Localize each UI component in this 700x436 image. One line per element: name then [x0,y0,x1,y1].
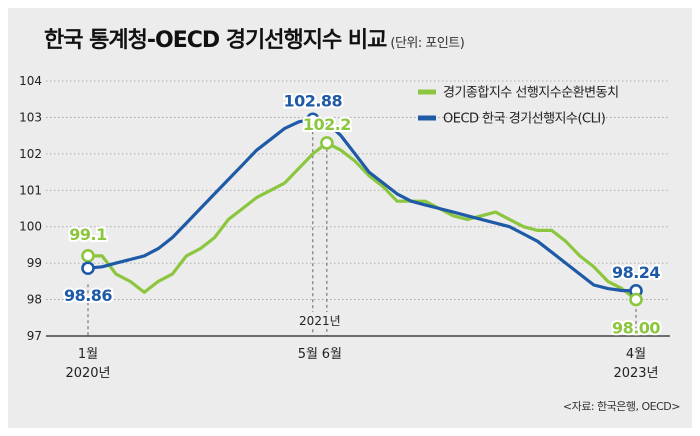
data-label: 99.1 [69,225,107,244]
reference-year-label: 2021년 [299,314,341,328]
annotation-marker [629,292,643,307]
chart-panel [8,8,692,428]
y-tick-label: 97 [27,329,42,343]
y-axis-ticks: 97 98 99 100 101 102 103 104 [19,74,42,343]
x-tick-label: 1월 [78,347,98,362]
y-tick-label: 99 [27,256,42,270]
series-lines [86,117,638,302]
y-tick-label: 101 [19,183,42,197]
data-label: 98.24 [612,263,660,282]
annotation-marker [81,261,95,276]
y-tick-label: 100 [19,220,42,234]
legend: 경기종합지수 선행지수순환변동치 OECD 한국 경기선행지수(CLI) [418,85,619,127]
data-label: 98.86 [64,286,112,305]
x-tick-label: 2023년 [613,366,658,381]
data-label: 98.00 [612,319,660,338]
data-label: 102.2 [303,115,351,134]
gridlines [46,80,670,337]
unit-note: (단위: 포인트) [390,36,465,51]
y-tick-label: 104 [19,74,42,88]
chart-title: 한국 통계청-OECD 경기선행지수 비교 [44,28,387,53]
y-tick-label: 98 [27,293,42,307]
x-tick-label: 5월 [298,347,318,362]
y-tick-label: 103 [19,110,42,124]
legend-label: 경기종합지수 선행지수순환변동치 [443,85,619,101]
annotation-labels: 99.1 98.86 102.88 102.2 98.24 98.00 [62,89,663,339]
x-axis-ticks: 1월 2020년 5월 6월 4월 2023년 [65,347,658,381]
y-tick-label: 102 [19,147,42,161]
annotation-markers [81,112,643,307]
reference-label-bg [297,312,342,329]
annotation-marker [306,112,320,127]
kostat-series-line [86,141,638,302]
data-label: 102.88 [283,91,342,110]
x-tick-label: 6월 [322,347,342,362]
title-row: 한국 통계청-OECD 경기선행지수 비교 (단위: 포인트) [44,22,465,54]
x-tick-label: 4월 [626,347,646,362]
annotation-marker [320,136,334,150]
oecd-series-line [86,117,638,293]
source-note: <자료: 한국은행, OECD> [562,400,681,413]
legend-label: OECD 한국 경기선행지수(CLI) [443,111,605,127]
x-tick-label: 2020년 [65,366,110,381]
annotation-marker [81,249,95,263]
